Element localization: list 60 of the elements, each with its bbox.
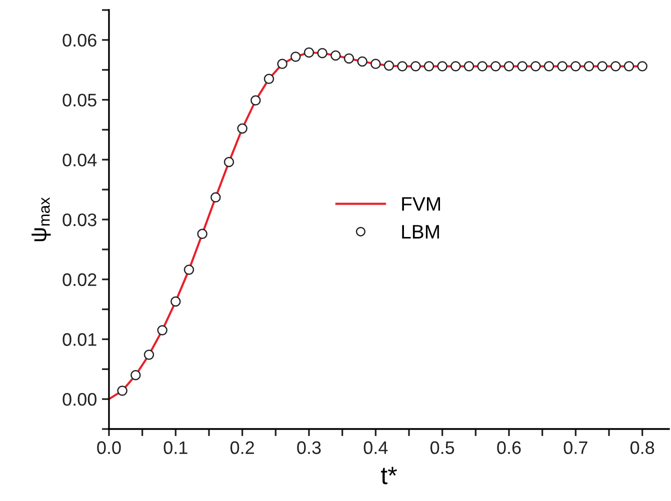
point	[344, 53, 354, 64]
point	[570, 61, 581, 72]
y-tick-label: 0.04	[62, 154, 97, 166]
point	[144, 350, 154, 360]
point	[450, 61, 461, 72]
point	[397, 61, 408, 72]
point	[597, 61, 608, 72]
point	[290, 52, 301, 62]
point	[157, 325, 168, 336]
point	[517, 61, 528, 72]
point	[557, 61, 568, 72]
y-tick-label: 0.05	[62, 94, 96, 107]
point	[437, 61, 448, 72]
point	[130, 370, 141, 380]
point	[384, 60, 394, 71]
point	[330, 50, 341, 61]
legend-label: LBM	[402, 225, 439, 238]
point	[584, 61, 594, 72]
x-tick-label: 0.1	[164, 441, 188, 454]
point	[170, 296, 181, 307]
x-tick-label: 0.7	[564, 441, 588, 454]
point	[264, 74, 274, 84]
point	[184, 264, 194, 275]
y-tick-label: 0.03	[62, 213, 96, 226]
x-axis-title: t*	[381, 466, 397, 484]
y-tick-label: 0.06	[62, 34, 96, 47]
point	[304, 47, 314, 58]
point	[317, 48, 328, 58]
y-axis-title: ψ$_{max}$	[32, 197, 51, 242]
x-tick-label: 0.4	[364, 441, 388, 454]
point	[237, 123, 248, 134]
point	[610, 61, 621, 72]
point	[224, 156, 234, 168]
y-tick-label: 0.00	[62, 393, 96, 406]
y-tick-label: 0.01	[62, 333, 96, 346]
point	[197, 228, 208, 240]
x-tick-label: 0.8	[630, 441, 654, 454]
x-tick-label: 0.5	[430, 441, 454, 454]
point	[117, 386, 128, 396]
legend-label: FVM	[402, 197, 440, 211]
point	[544, 61, 554, 72]
point	[504, 61, 514, 72]
point	[464, 61, 474, 72]
point	[624, 61, 634, 72]
point	[410, 61, 421, 72]
point	[530, 61, 541, 72]
x-tick-label: 0.6	[497, 441, 521, 454]
y-tick-label: 0.02	[62, 273, 96, 286]
point	[370, 58, 381, 70]
point	[250, 95, 261, 106]
x-tick-label: 0.3	[297, 441, 321, 454]
point	[477, 61, 488, 72]
point	[357, 56, 368, 67]
x-tick-label: 0.2	[230, 441, 254, 454]
point	[637, 61, 648, 72]
point	[277, 58, 288, 70]
point	[490, 61, 501, 72]
x-tick-label: 0.0	[97, 441, 121, 454]
point	[210, 192, 221, 202]
point	[424, 61, 434, 72]
